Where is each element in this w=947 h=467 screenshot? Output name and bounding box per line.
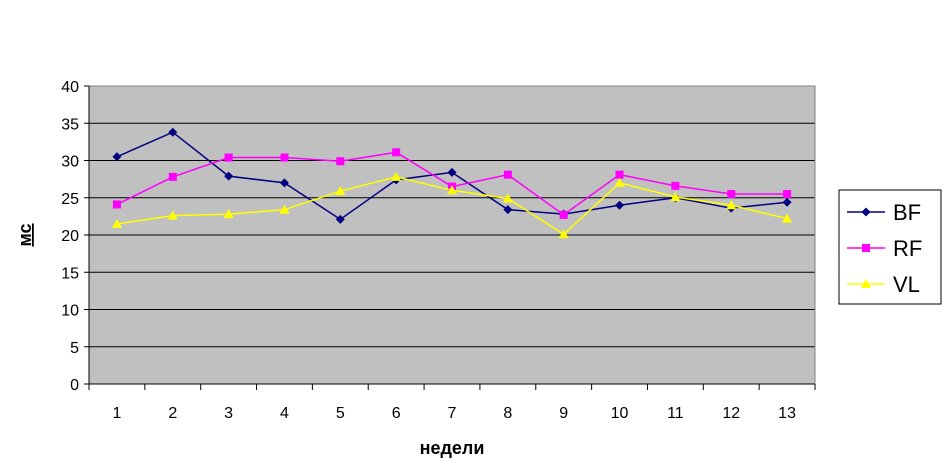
legend: BF RF VL <box>838 189 942 305</box>
data-point-vl <box>782 213 793 223</box>
legend-item-bf: BF <box>847 200 921 225</box>
data-point-rf <box>112 200 121 209</box>
data-point-vl <box>502 193 513 203</box>
y-tick-label: 10 <box>61 303 79 320</box>
data-point-vl <box>111 218 122 228</box>
y-tick-label: 25 <box>61 191 79 208</box>
data-point-bf <box>615 200 625 210</box>
data-point-vl <box>335 186 346 196</box>
data-point-vl <box>726 200 737 210</box>
x-tick-label: 7 <box>448 405 457 422</box>
data-point-rf <box>559 210 568 219</box>
x-tick-label: 1 <box>112 405 121 422</box>
series-group <box>111 127 793 239</box>
x-axis-label: недели <box>420 438 485 458</box>
legend-label-vl: VL <box>893 272 920 297</box>
data-point-vl <box>167 210 178 220</box>
data-point-rf <box>224 153 233 162</box>
data-point-rf <box>392 148 401 157</box>
data-point-vl <box>614 177 625 187</box>
x-tick-label: 6 <box>392 405 401 422</box>
data-point-rf <box>615 170 624 179</box>
y-tick-labels: 0 5 10 15 20 25 30 35 40 <box>61 79 79 394</box>
data-point-vl <box>391 171 402 181</box>
y-tick-label: 0 <box>70 377 79 394</box>
x-tick-label: 4 <box>280 405 289 422</box>
x-tick-labels: 1 2 3 4 5 6 7 8 9 10 11 12 13 <box>112 405 796 422</box>
data-point-rf <box>168 172 177 181</box>
data-point-bf <box>782 197 792 207</box>
legend-marker-bf <box>861 207 871 217</box>
legend-marker-vl <box>861 279 871 288</box>
legend-label-bf: BF <box>893 200 921 225</box>
legend-label-rf: RF <box>893 236 922 261</box>
legend-item-rf: RF <box>847 236 922 261</box>
y-tick-label: 40 <box>61 79 79 96</box>
x-tick-label: 2 <box>168 405 177 422</box>
x-tick-label: 11 <box>667 405 684 422</box>
x-tick-label: 8 <box>503 405 512 422</box>
y-tick-label: 30 <box>61 154 79 171</box>
data-point-rf <box>783 190 792 199</box>
data-point-rf <box>280 153 289 162</box>
x-tick-label: 12 <box>722 405 740 422</box>
y-tick-label: 15 <box>61 265 79 282</box>
y-axis-label: мс <box>15 223 35 246</box>
data-point-vl <box>558 229 569 239</box>
x-tick-label: 10 <box>611 405 629 422</box>
data-point-bf <box>168 127 178 137</box>
data-point-vl <box>447 185 457 195</box>
x-tick-label: 13 <box>778 405 796 422</box>
data-point-bf <box>112 152 122 162</box>
y-tick-label: 35 <box>61 116 79 133</box>
data-point-vl <box>223 209 234 219</box>
data-point-rf <box>727 190 736 199</box>
data-point-vl <box>670 192 681 202</box>
data-point-bf <box>503 205 513 215</box>
series-vl <box>111 171 793 239</box>
x-tick-label: 3 <box>224 405 233 422</box>
legend-box <box>838 189 942 305</box>
y-tick-label: 20 <box>61 228 79 245</box>
data-point-rf <box>336 157 345 166</box>
data-point-vl <box>279 204 290 214</box>
data-point-rf <box>671 181 680 190</box>
data-point-bf <box>224 171 234 181</box>
y-tick-label: 5 <box>70 340 79 357</box>
x-tick-label: 9 <box>559 405 568 422</box>
data-point-bf <box>279 178 289 188</box>
legend-marker-rf <box>862 244 870 252</box>
data-point-rf <box>503 170 512 179</box>
axes <box>84 85 816 390</box>
data-point-bf <box>447 167 457 177</box>
legend-item-vl: VL <box>847 272 920 297</box>
x-tick-label: 5 <box>336 405 345 422</box>
data-point-bf <box>335 214 345 224</box>
